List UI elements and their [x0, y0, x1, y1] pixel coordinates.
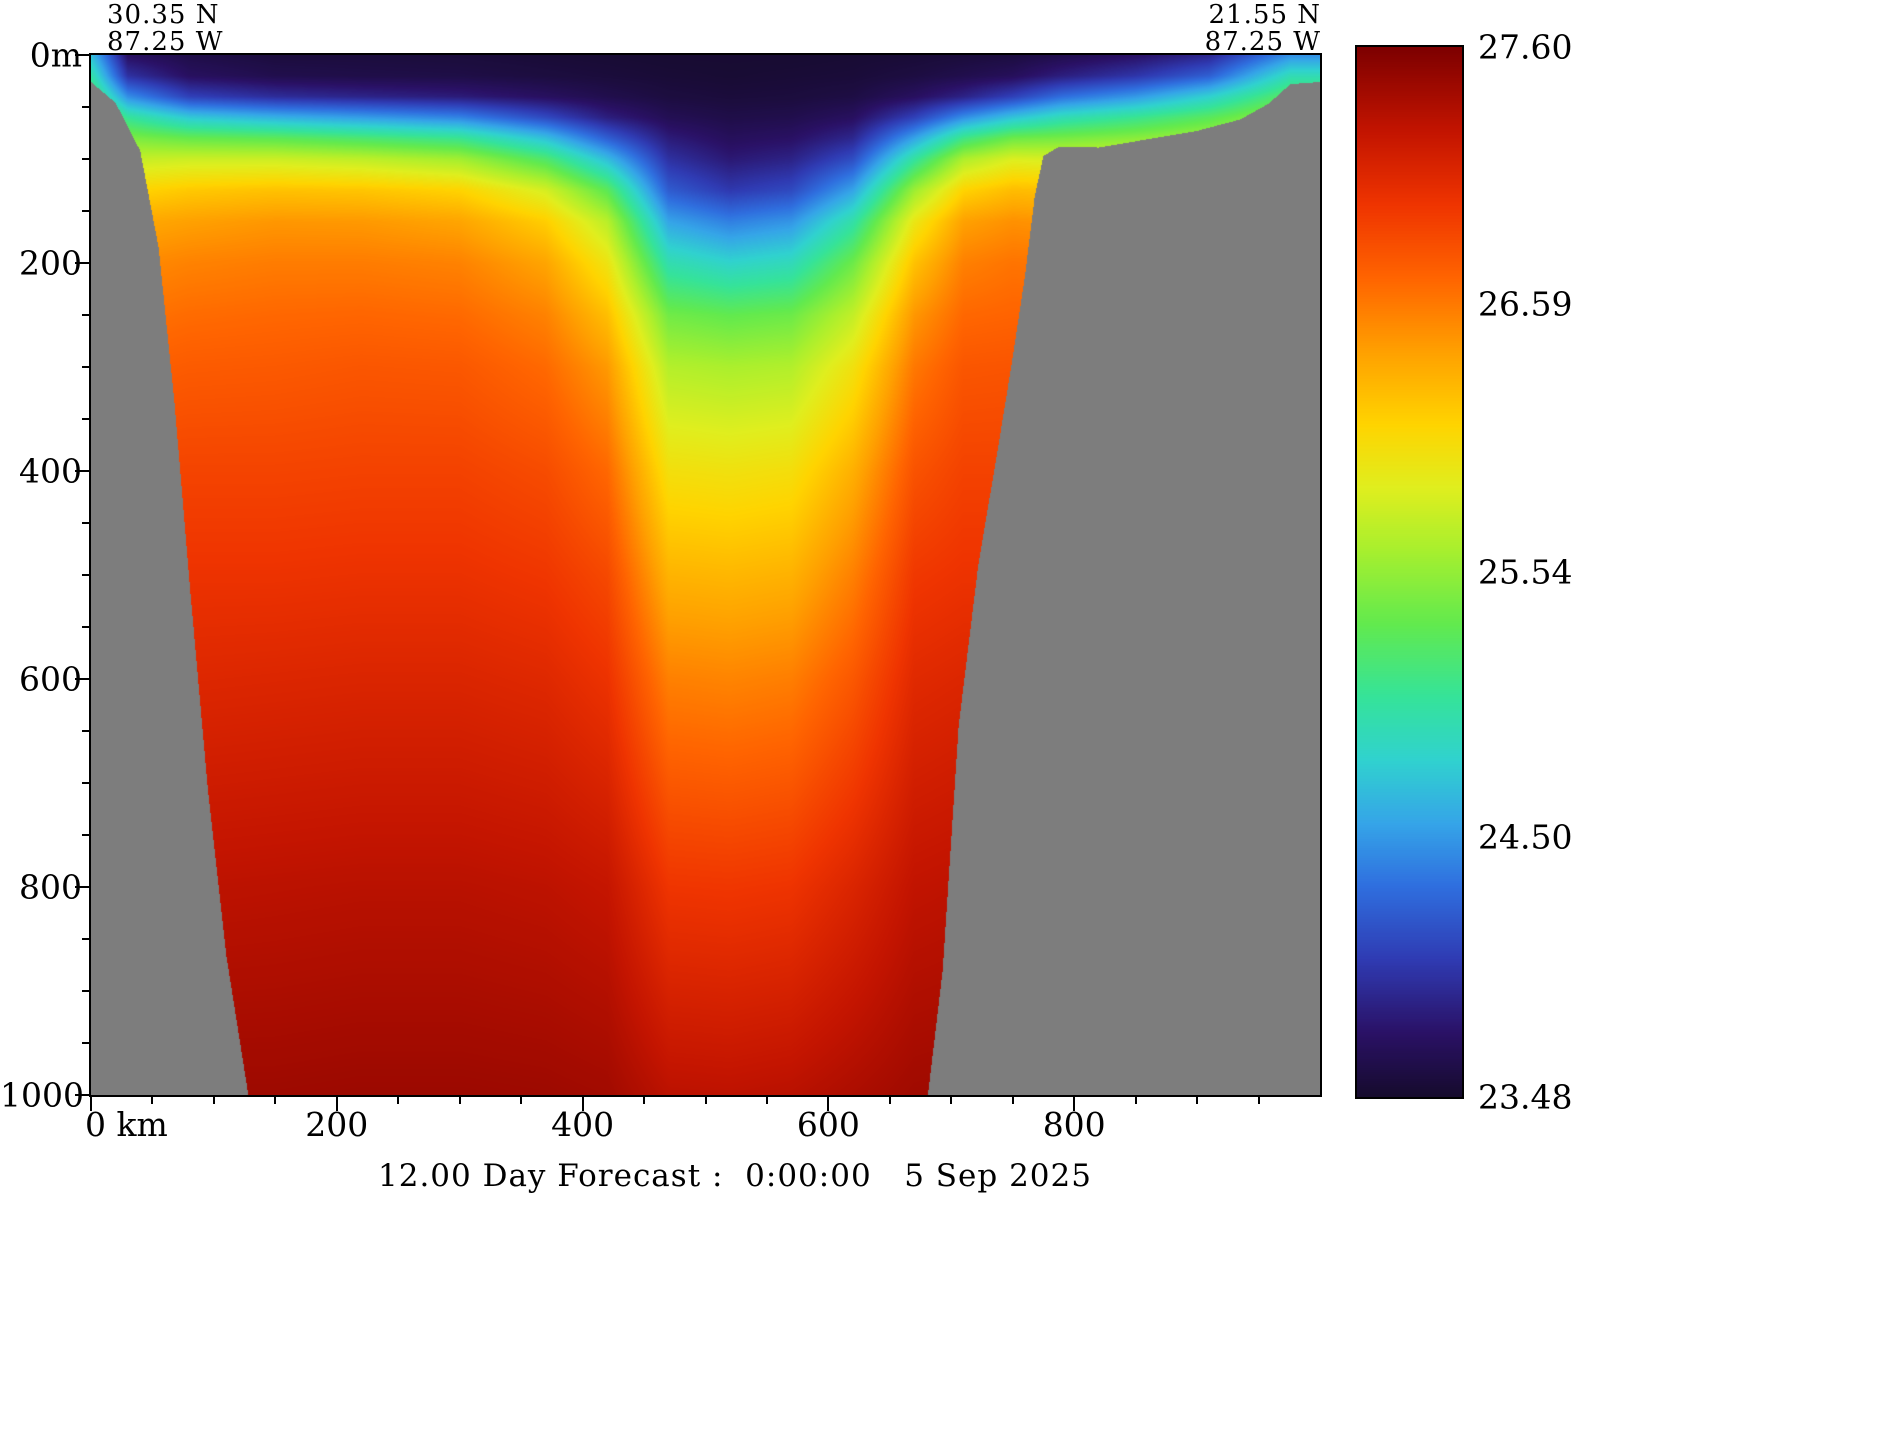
x-axis-minor-tick — [950, 1097, 953, 1104]
x-axis-major-tick — [1073, 1097, 1076, 1111]
y-axis-major-tick — [75, 470, 89, 472]
y-axis-minor-tick — [82, 106, 89, 108]
y-axis-minor-tick — [82, 314, 89, 316]
x-axis-minor-tick — [1011, 1097, 1014, 1104]
x-axis-minor-tick — [397, 1097, 400, 1104]
y-axis-minor-tick — [82, 990, 89, 992]
colorbar-canvas — [1357, 47, 1462, 1097]
y-axis-tick-label: 400 — [19, 451, 82, 491]
y-axis-minor-tick — [82, 158, 89, 160]
x-axis-major-tick — [827, 1097, 830, 1111]
y-axis-major-tick — [75, 54, 89, 56]
colorbar-tick-label: 27.60 — [1478, 27, 1573, 67]
x-axis-tick-label: 0 km — [85, 1105, 168, 1144]
y-axis-major-tick — [75, 886, 89, 888]
end-latitude-label: 21.55 N — [1208, 0, 1321, 30]
y-axis-major-tick — [75, 678, 89, 680]
y-axis-tick-label: 0m — [29, 35, 82, 75]
y-axis-minor-tick — [82, 418, 89, 420]
y-axis-minor-tick — [82, 626, 89, 628]
x-axis-minor-tick — [1257, 1097, 1260, 1104]
x-axis-minor-tick — [151, 1097, 154, 1104]
y-axis-tick-label: 1000 — [0, 1075, 84, 1115]
x-axis-minor-tick — [274, 1097, 277, 1104]
x-axis-tick-label: 800 — [1042, 1105, 1106, 1144]
y-axis-minor-tick — [82, 366, 89, 368]
start-latitude-label: 30.35 N — [107, 0, 220, 30]
x-axis-minor-tick — [458, 1097, 461, 1104]
colorbar-tick-label: 25.54 — [1478, 552, 1573, 592]
x-axis-minor-tick — [643, 1097, 646, 1104]
start-longitude-label: 87.25 W — [107, 27, 224, 58]
x-axis-minor-tick — [1196, 1097, 1199, 1104]
y-axis-minor-tick — [82, 574, 89, 576]
y-axis-minor-tick — [82, 938, 89, 940]
colorbar-tick-label: 24.50 — [1478, 817, 1573, 857]
y-axis-tick-label: 800 — [19, 867, 82, 907]
x-axis-minor-tick — [1134, 1097, 1137, 1104]
y-axis-minor-tick — [82, 1042, 89, 1044]
y-axis-major-tick — [75, 1094, 89, 1096]
colorbar-tick-label: 23.48 — [1478, 1077, 1573, 1117]
y-axis-minor-tick — [82, 782, 89, 784]
section-end-coordinates: 21.55 N 87.25 W — [1185, 0, 1321, 58]
y-axis-minor-tick — [82, 522, 89, 524]
x-axis-minor-tick — [704, 1097, 707, 1104]
y-axis-major-tick — [75, 262, 89, 264]
y-axis-minor-tick — [82, 730, 89, 732]
x-axis-tick-label: 600 — [796, 1105, 860, 1144]
y-axis-tick-label: 200 — [19, 243, 82, 283]
x-axis-major-tick — [90, 1097, 92, 1111]
section-start-coordinates: 30.35 N 87.25 W — [107, 0, 224, 58]
colorbar-tick-label: 26.59 — [1478, 284, 1573, 324]
x-axis-minor-tick — [520, 1097, 523, 1104]
y-axis-tick-label: 600 — [19, 659, 82, 699]
x-axis-minor-tick — [765, 1097, 768, 1104]
x-axis-tick-label: 200 — [305, 1105, 369, 1144]
x-axis-minor-tick — [888, 1097, 891, 1104]
y-axis-minor-tick — [82, 210, 89, 212]
x-axis-tick-label: 400 — [551, 1105, 615, 1144]
x-axis-major-tick — [581, 1097, 584, 1111]
figure-caption: 12.00 Day Forecast : 0:00:00 5 Sep 2025 — [378, 1158, 1092, 1194]
section-heatmap-canvas — [91, 55, 1320, 1095]
x-axis-major-tick — [335, 1097, 338, 1111]
y-axis-minor-tick — [82, 834, 89, 836]
end-longitude-label: 87.25 W — [1204, 27, 1321, 58]
x-axis-minor-tick — [212, 1097, 215, 1104]
